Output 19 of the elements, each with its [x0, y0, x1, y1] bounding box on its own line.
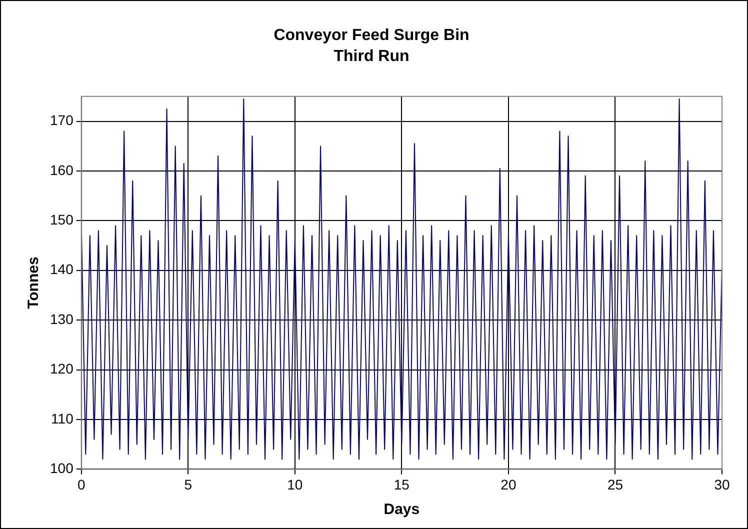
chart-subtitle: Third Run [334, 48, 410, 66]
x-tick-label: 30 [714, 476, 730, 492]
y-tick-label: 140 [50, 261, 74, 278]
y-tick-label: 100 [50, 460, 74, 476]
x-tick-label: 0 [77, 476, 86, 492]
x-tick-label: 15 [394, 476, 410, 492]
y-tick-label: 130 [50, 310, 74, 327]
x-axis-title: Days [384, 501, 420, 518]
y-tick-label: 150 [50, 212, 74, 228]
y-axis-title: Tonnes [25, 256, 42, 309]
y-tick-label: 110 [51, 410, 74, 426]
x-tick-label: 10 [287, 476, 303, 492]
x-tick-label: 25 [607, 476, 624, 492]
x-tick-label: 5 [184, 476, 192, 492]
chart-title: Conveyor Feed Surge Bin [274, 27, 470, 44]
y-tick-label: 160 [50, 162, 74, 178]
y-tick-label: 120 [50, 360, 74, 377]
x-tick-label: 20 [500, 476, 516, 492]
y-tick-label: 170 [50, 112, 74, 128]
